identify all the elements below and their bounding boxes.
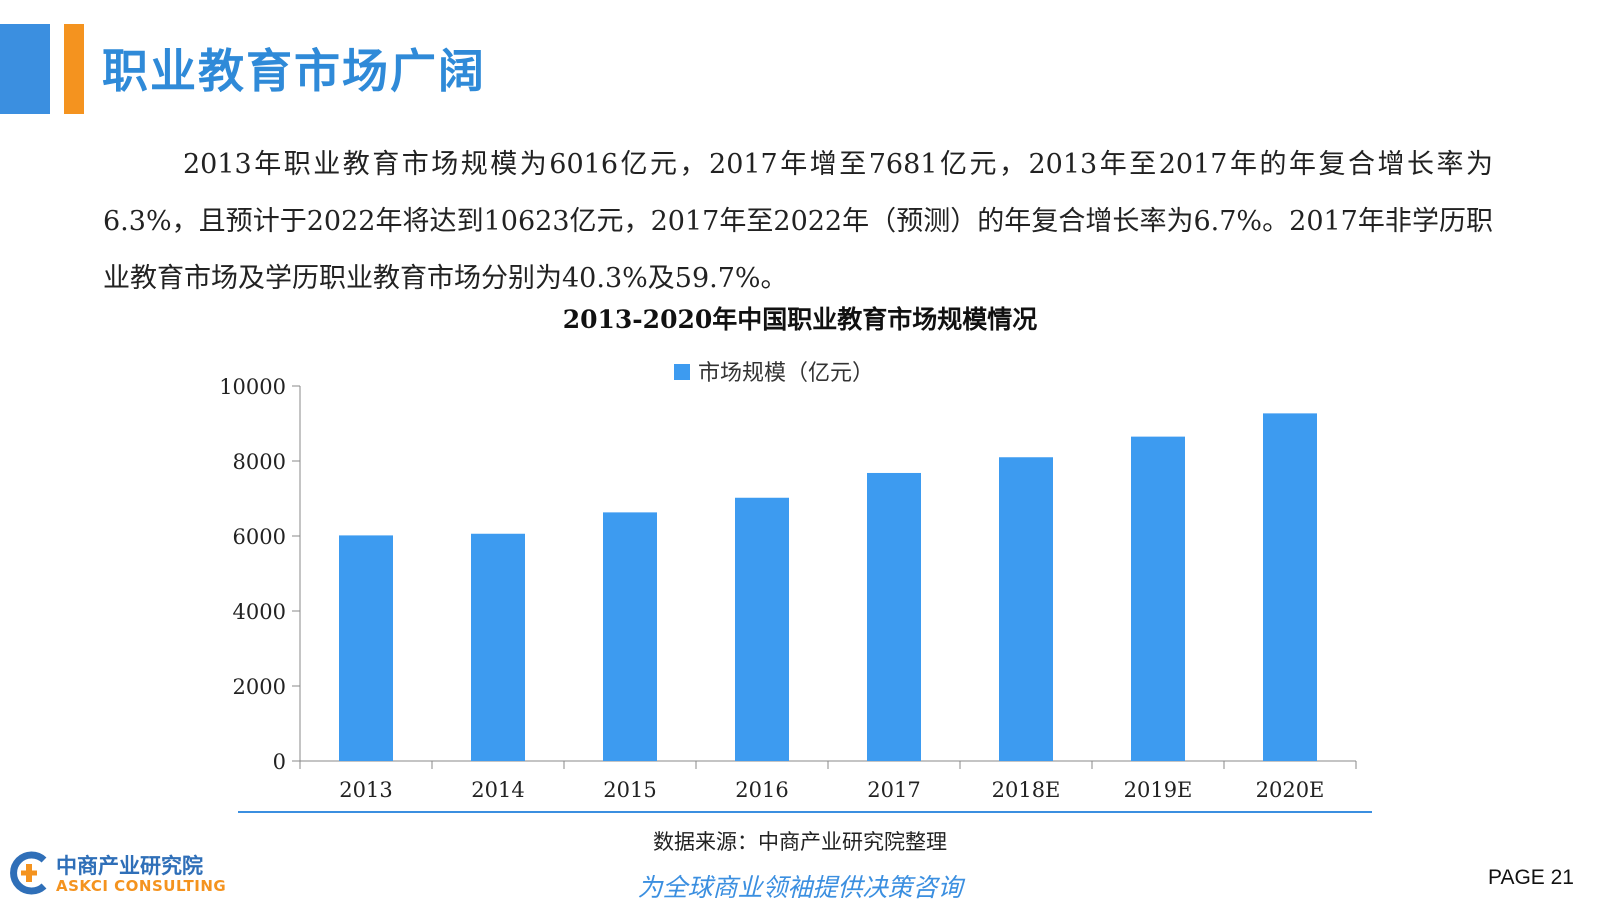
bar-2020E	[1263, 413, 1317, 761]
bar-2019E	[1131, 436, 1185, 761]
company-logo: 中商产业研究院 ASKCI CONSULTING	[6, 850, 226, 898]
x-tick-label: 2014	[471, 778, 524, 802]
logo-text-cn: 中商产业研究院	[56, 854, 203, 878]
data-source: 数据来源：中商产业研究院整理	[653, 830, 947, 854]
bar-chart: 0 2000 4000 6000 8000 10000 2013 2014 2015 2016 20…	[219, 361, 1372, 813]
legend-swatch	[674, 364, 690, 380]
y-tick-label: 2000	[233, 675, 286, 699]
bar-2016	[735, 497, 789, 761]
slogan: 为全球商业领袖提供决策咨询	[637, 873, 963, 902]
y-tick-label: 0	[273, 750, 286, 774]
y-tick-label: 4000	[233, 600, 286, 624]
summary-paragraph: 2013年职业教育市场规模为6016亿元，2017年增至7681亿元，2013年…	[103, 136, 1493, 307]
bar-2018E	[999, 457, 1053, 761]
header-accent-orange	[64, 24, 84, 114]
page-number: PAGE 21	[1488, 866, 1574, 889]
bar-2017	[867, 472, 921, 761]
bar-2014	[471, 533, 525, 761]
x-tick-label: 2015	[603, 778, 656, 802]
y-tick-label: 6000	[233, 525, 286, 549]
logo-icon	[10, 851, 47, 895]
legend-label: 市场规模（亿元）	[698, 361, 874, 386]
header-accent-blue	[0, 24, 50, 114]
x-tick-label: 2020E	[1256, 778, 1325, 802]
x-tick-label: 2016	[735, 778, 788, 802]
y-tick-label: 10000	[219, 375, 286, 399]
y-tick-label: 8000	[233, 450, 286, 474]
bar-2015	[603, 512, 657, 761]
bar-2013	[339, 535, 393, 761]
x-tick-label: 2018E	[992, 778, 1061, 802]
x-tick-label: 2013	[339, 778, 392, 802]
x-tick-label: 2019E	[1124, 778, 1193, 802]
x-tick-label: 2017	[867, 778, 920, 802]
logo-text-en: ASKCI CONSULTING	[56, 877, 227, 895]
page-title: 职业教育市场广阔	[102, 44, 486, 98]
chart-title: 2013-2020年中国职业教育市场规模情况	[562, 305, 1038, 334]
summary-text: 2013年职业教育市场规模为6016亿元，2017年增至7681亿元，2013年…	[103, 149, 1493, 294]
